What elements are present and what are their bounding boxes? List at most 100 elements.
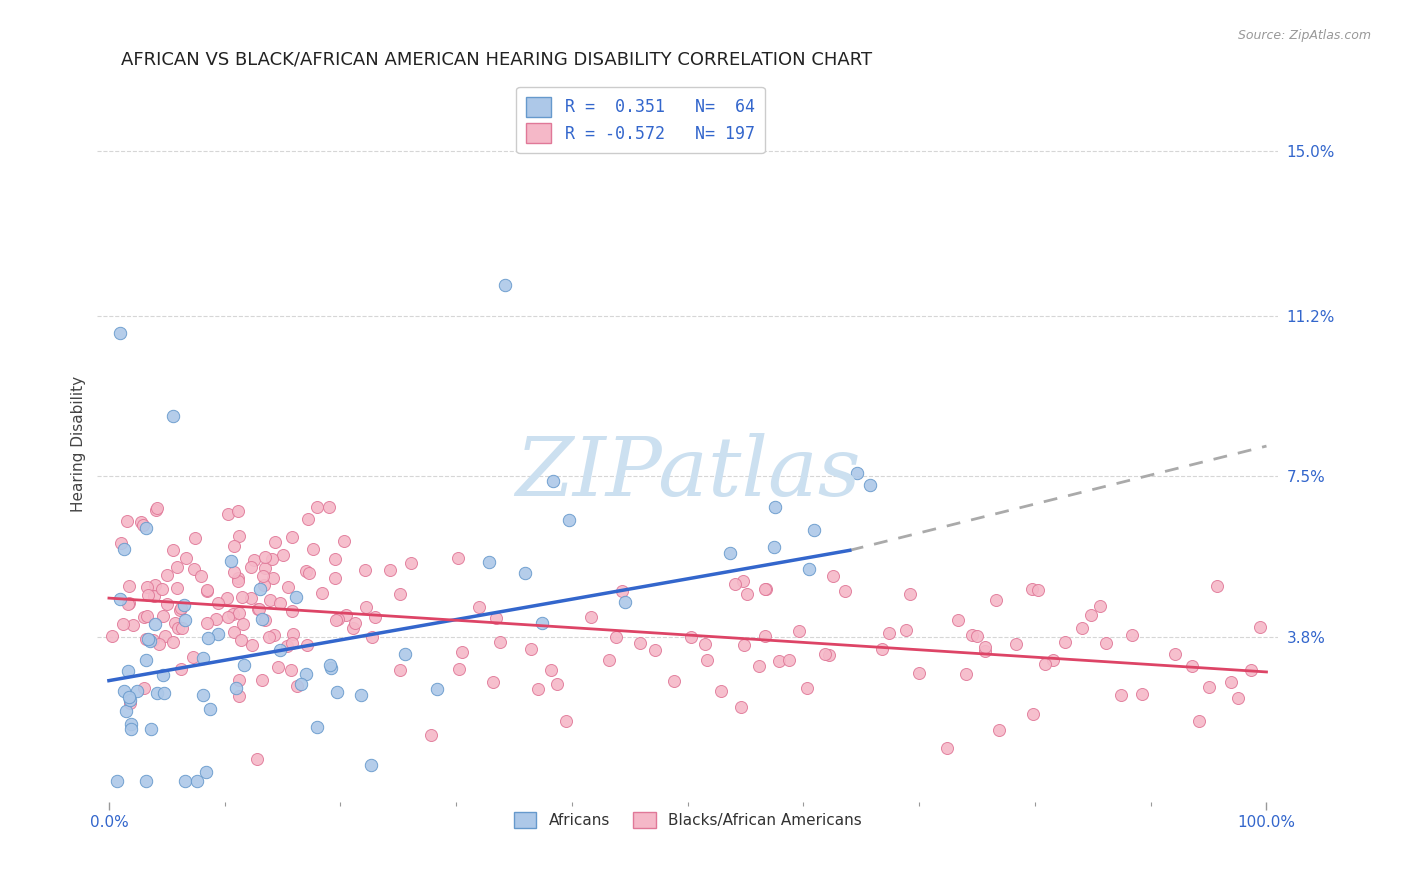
Point xyxy=(231,591,253,605)
Point xyxy=(1070,621,1092,635)
Point xyxy=(401,556,423,570)
Point xyxy=(253,578,276,592)
Point xyxy=(787,624,810,639)
Point xyxy=(254,560,277,574)
Point xyxy=(948,613,970,627)
Point xyxy=(908,666,931,681)
Point xyxy=(305,500,328,514)
Point xyxy=(222,607,245,621)
Point xyxy=(778,653,800,667)
Point xyxy=(120,716,142,731)
Text: AFRICAN VS BLACK/AFRICAN AMERICAN HEARING DISABILITY CORRELATION CHART: AFRICAN VS BLACK/AFRICAN AMERICAN HEARIN… xyxy=(121,51,872,69)
Legend: Africans, Blacks/African Americans: Africans, Blacks/African Americans xyxy=(508,805,868,834)
Point xyxy=(271,549,294,563)
Point xyxy=(162,409,184,423)
Point xyxy=(135,632,157,646)
Point xyxy=(1033,657,1056,672)
Point xyxy=(142,632,165,647)
Point xyxy=(195,583,218,598)
Point xyxy=(662,673,685,688)
Point xyxy=(426,682,449,697)
Point xyxy=(298,566,321,580)
Point xyxy=(389,664,412,678)
Point xyxy=(936,741,959,756)
Point xyxy=(229,632,252,647)
Point xyxy=(183,562,205,576)
Point xyxy=(269,643,291,657)
Point xyxy=(266,659,288,673)
Point xyxy=(530,615,553,630)
Point xyxy=(328,612,350,626)
Point xyxy=(170,622,193,636)
Point xyxy=(117,597,139,611)
Point xyxy=(605,630,627,644)
Point xyxy=(1130,687,1153,701)
Point xyxy=(132,517,155,532)
Point xyxy=(146,686,169,700)
Point xyxy=(146,501,169,516)
Point xyxy=(120,723,142,737)
Point xyxy=(277,580,299,594)
Point xyxy=(494,278,516,293)
Point xyxy=(145,503,167,517)
Point xyxy=(834,584,856,599)
Point xyxy=(135,653,157,667)
Point xyxy=(555,714,578,729)
Point xyxy=(974,644,997,658)
Point xyxy=(118,690,141,704)
Point xyxy=(1249,620,1271,634)
Point xyxy=(796,681,818,695)
Point xyxy=(169,603,191,617)
Point xyxy=(115,704,138,718)
Point xyxy=(186,773,208,788)
Point xyxy=(378,563,401,577)
Point xyxy=(1164,647,1187,661)
Point xyxy=(846,467,869,481)
Point xyxy=(290,677,312,691)
Point xyxy=(388,587,411,601)
Point xyxy=(579,610,602,624)
Point xyxy=(250,612,273,626)
Point xyxy=(152,608,174,623)
Point xyxy=(319,658,342,673)
Point xyxy=(281,530,304,544)
Point xyxy=(232,616,254,631)
Point xyxy=(735,587,758,601)
Point xyxy=(167,621,190,635)
Point xyxy=(323,551,346,566)
Point xyxy=(419,727,441,741)
Point xyxy=(170,601,193,615)
Point xyxy=(105,773,128,788)
Point xyxy=(143,617,166,632)
Point xyxy=(222,624,245,639)
Text: Source: ZipAtlas.com: Source: ZipAtlas.com xyxy=(1237,29,1371,42)
Point xyxy=(1188,714,1211,728)
Point xyxy=(118,580,141,594)
Point xyxy=(240,560,263,574)
Point xyxy=(799,562,821,576)
Point xyxy=(1004,637,1026,651)
Point xyxy=(191,688,214,702)
Point xyxy=(966,629,988,643)
Point xyxy=(174,550,197,565)
Point xyxy=(226,504,249,518)
Point xyxy=(215,591,238,605)
Point xyxy=(259,630,281,644)
Point xyxy=(276,640,298,654)
Point xyxy=(142,590,165,604)
Point xyxy=(332,534,354,549)
Point xyxy=(200,702,222,716)
Point xyxy=(243,553,266,567)
Point xyxy=(814,647,837,661)
Point xyxy=(222,565,245,579)
Point xyxy=(818,648,841,662)
Point xyxy=(226,571,249,585)
Point xyxy=(195,583,218,598)
Point xyxy=(262,552,284,566)
Point xyxy=(120,693,142,707)
Point xyxy=(724,577,747,591)
Point xyxy=(1226,691,1249,706)
Point xyxy=(136,588,159,602)
Point xyxy=(132,681,155,695)
Point xyxy=(730,699,752,714)
